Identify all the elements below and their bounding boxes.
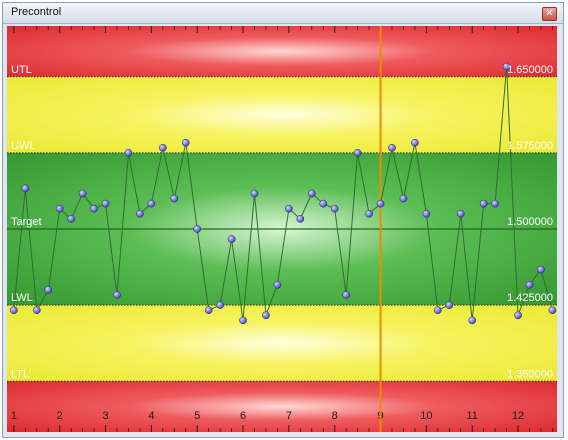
limit-value-lwl: 1.425000 [507, 292, 553, 304]
x-tick-label: 5 [194, 410, 200, 422]
data-point [193, 225, 202, 233]
data-point [399, 194, 408, 203]
data-point [181, 138, 190, 147]
data-point [525, 280, 534, 289]
data-point [319, 199, 328, 208]
title-bar: Precontrol ✕ [3, 3, 563, 24]
data-point [514, 311, 522, 320]
data-point [170, 194, 179, 203]
limit-value-uwl: 1.575000 [507, 140, 553, 152]
x-tick-label: 4 [148, 410, 154, 422]
data-point [10, 306, 18, 315]
data-point [479, 199, 488, 208]
data-point [502, 62, 511, 71]
x-tick-label: 2 [57, 410, 63, 422]
data-point [411, 138, 419, 147]
data-point [342, 291, 351, 299]
data-point [90, 204, 98, 213]
data-point [227, 235, 236, 243]
data-point [353, 149, 362, 157]
data-point [296, 215, 305, 223]
data-point [250, 189, 259, 198]
data-point [136, 209, 144, 218]
limit-label-ltl: LTL [11, 368, 29, 380]
data-point [158, 143, 167, 152]
limit-label-uwl: UWL [11, 140, 35, 152]
data-point [422, 209, 431, 218]
data-point [147, 199, 156, 208]
limit-label-target: Target [11, 216, 42, 228]
data-point [67, 215, 76, 223]
window-title: Precontrol [11, 6, 62, 18]
zone-yellow-lower [7, 305, 557, 382]
x-tick-label: 12 [512, 410, 524, 422]
precontrol-chart: 123456789101112 UTL1.650000UWL1.575000Ta… [7, 26, 557, 432]
x-tick-label: 1 [11, 410, 17, 422]
data-point [204, 306, 213, 315]
data-point [376, 199, 385, 208]
data-point [113, 291, 121, 299]
x-tick-label: 8 [332, 410, 338, 422]
x-tick-label: 3 [102, 410, 108, 422]
data-point [239, 316, 247, 325]
zone-yellow-upper [7, 76, 557, 153]
x-tick-label: 6 [240, 410, 246, 422]
data-point [21, 184, 30, 193]
data-point [433, 306, 442, 315]
limit-label-lwl: LWL [11, 292, 33, 304]
data-point [456, 209, 465, 218]
data-point [216, 301, 224, 309]
data-point [307, 189, 316, 198]
data-point [44, 286, 53, 294]
zone-red-upper [7, 26, 557, 77]
data-point [445, 301, 454, 309]
limit-value-utl: 1.650000 [507, 64, 553, 76]
data-point [365, 209, 373, 218]
data-point [468, 316, 477, 325]
data-point [273, 280, 282, 289]
data-point [491, 199, 499, 208]
data-point [285, 204, 293, 213]
limit-label-utl: UTL [11, 64, 32, 76]
data-point [330, 204, 339, 213]
data-point [32, 306, 41, 315]
zone-red-lower [7, 381, 557, 432]
data-point [124, 149, 133, 157]
data-point [262, 311, 270, 320]
data-point [78, 189, 87, 198]
data-point [537, 265, 545, 274]
data-point [548, 306, 557, 315]
data-point [55, 204, 64, 213]
x-tick-label: 11 [466, 410, 477, 422]
data-point [101, 199, 110, 208]
data-point [388, 143, 396, 152]
x-tick-label: 10 [420, 410, 432, 422]
x-tick-label: 7 [286, 410, 292, 422]
limit-value-ltl: 1.350000 [507, 368, 553, 380]
limit-value-target: 1.500000 [507, 216, 553, 228]
close-icon[interactable]: ✕ [542, 7, 557, 21]
